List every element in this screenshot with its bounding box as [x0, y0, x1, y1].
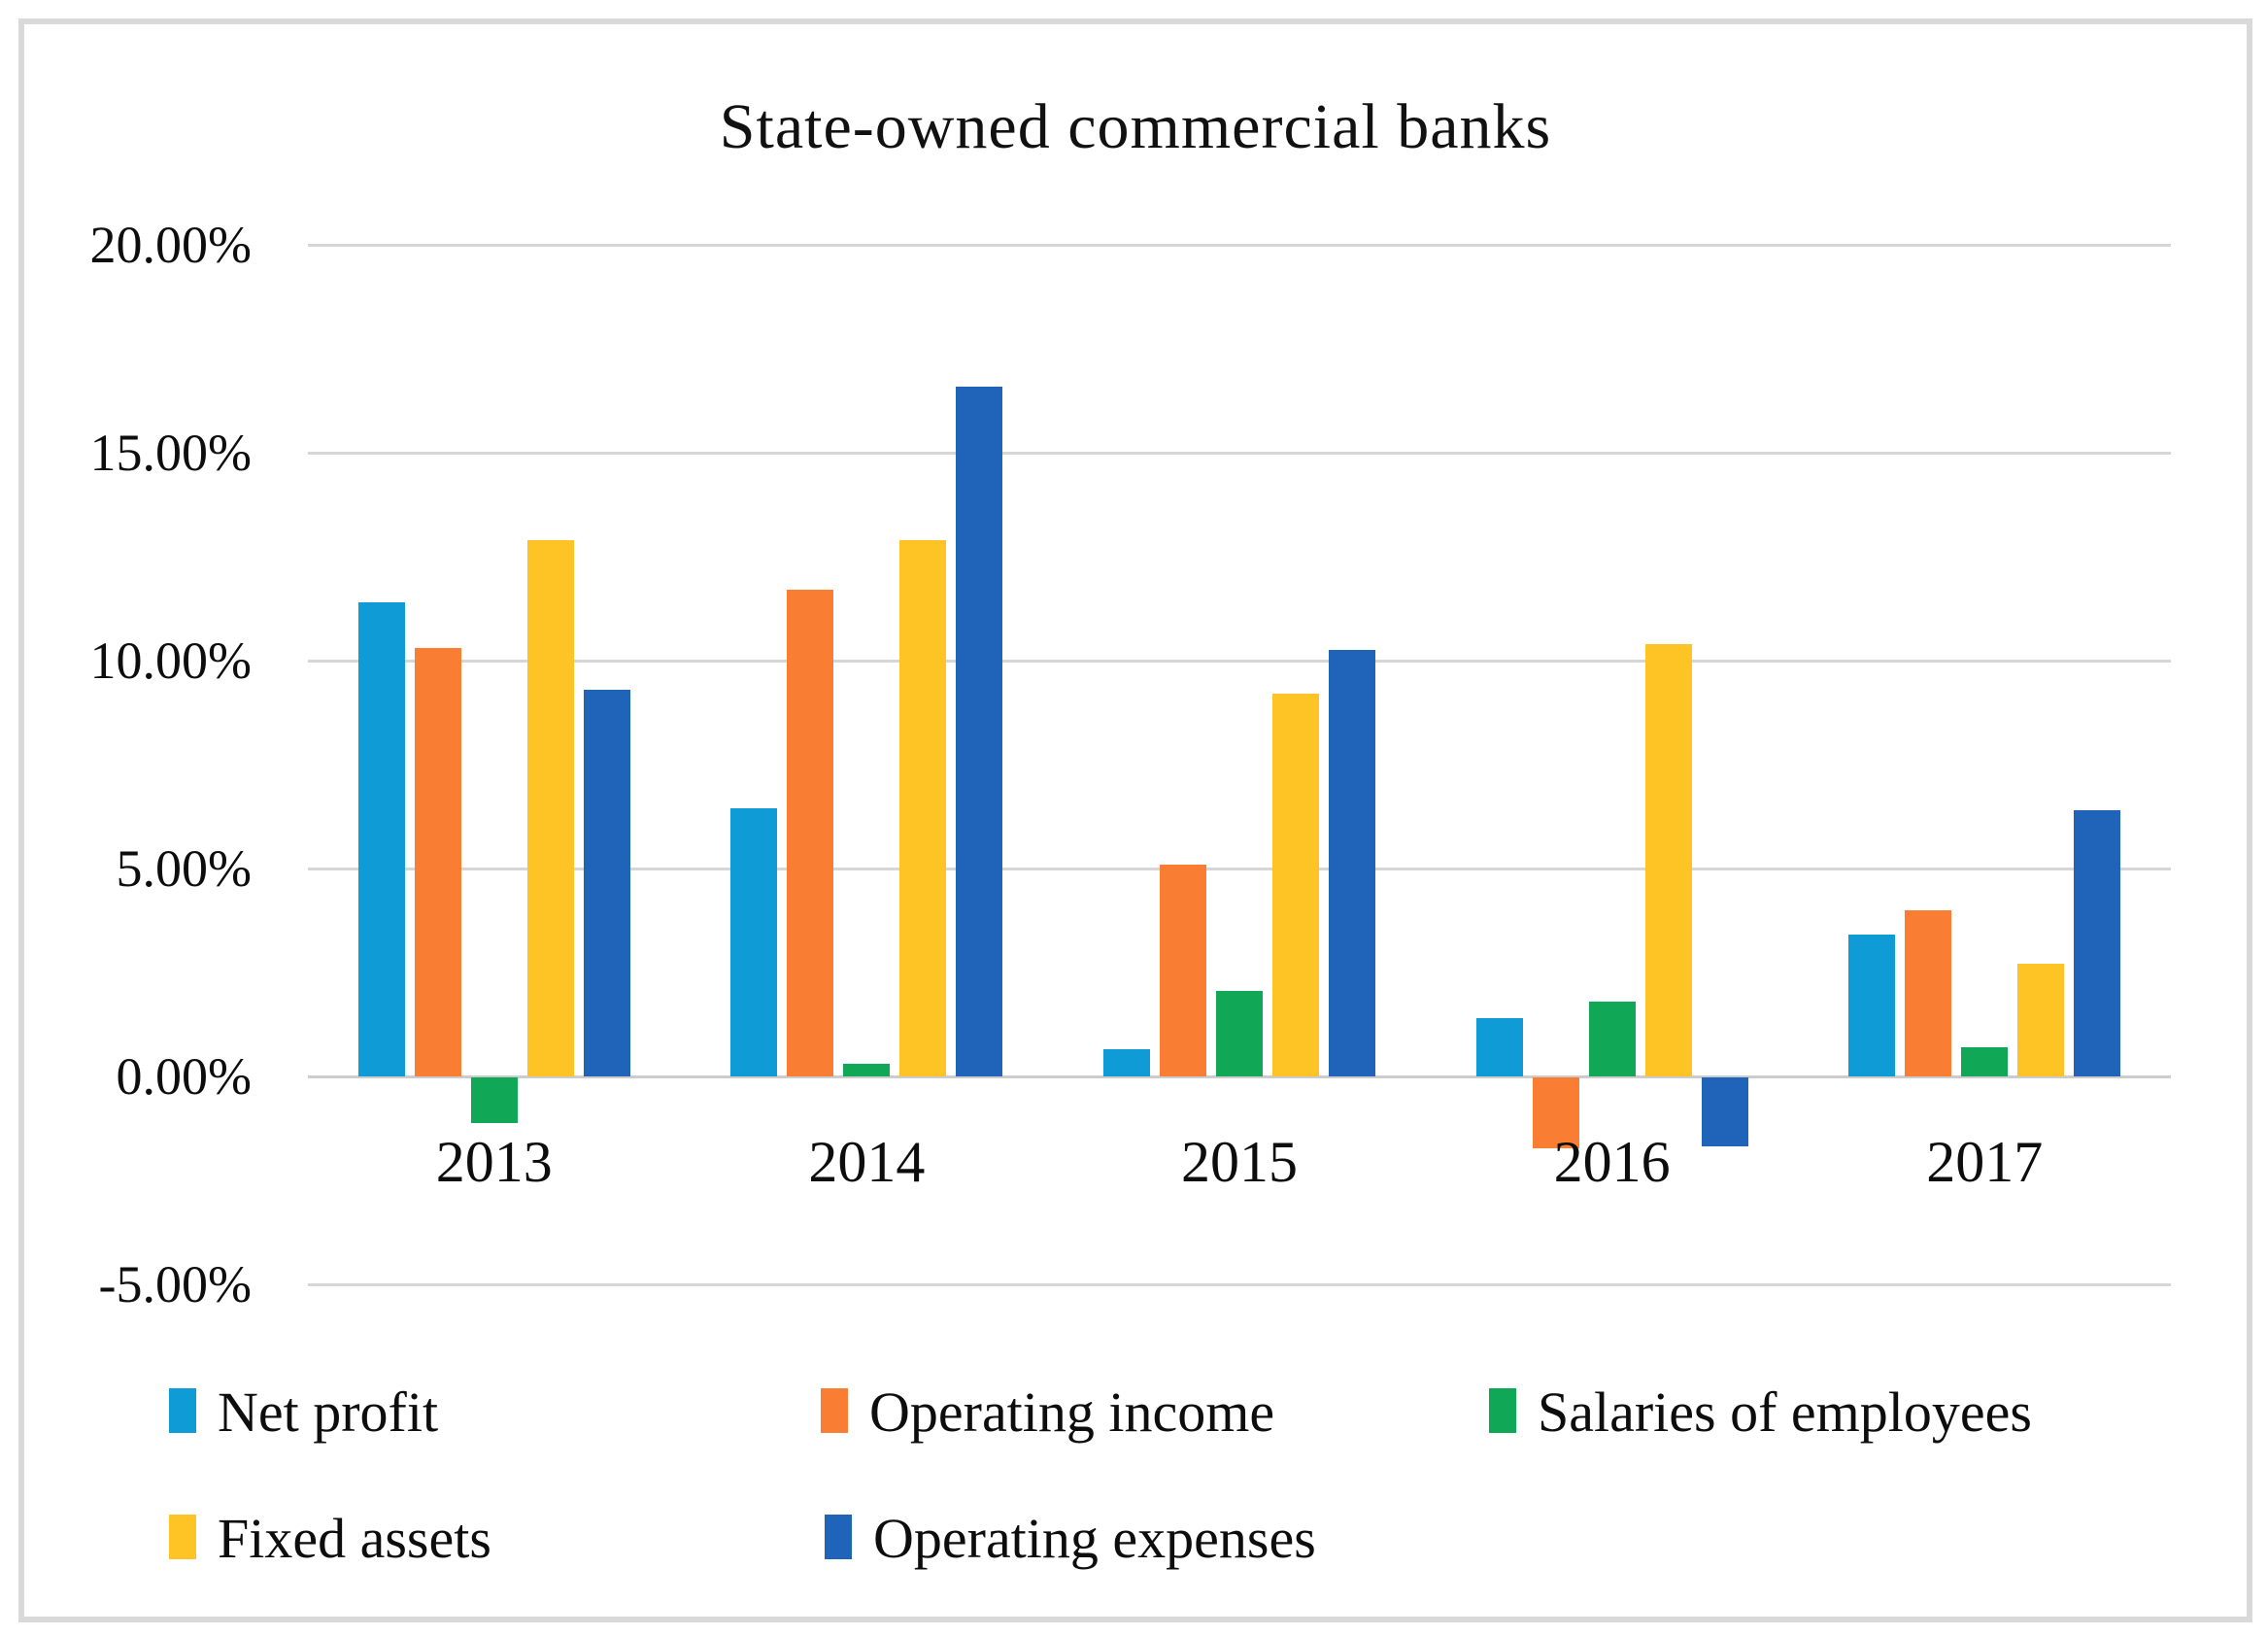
- y-axis-tick-label: 10.00%: [89, 631, 252, 690]
- bar-fixed-assets-2016: [1645, 644, 1692, 1076]
- gridline--5: [308, 1283, 2171, 1286]
- legend-label: Operating income: [869, 1380, 1275, 1444]
- bar-net-profit-2017: [1848, 935, 1895, 1076]
- legend-item-operating-income: Operating income: [821, 1384, 1501, 1443]
- x-axis-label-2014: 2014: [808, 1130, 926, 1194]
- bar-fixed-assets-2015: [1272, 694, 1319, 1076]
- chart-title: State-owned commercial banks: [719, 91, 1552, 162]
- bar-operating-expenses-2017: [2074, 810, 2120, 1076]
- legend-item-salaries-of-employees: Salaries of employees: [1489, 1384, 2169, 1443]
- bar-net-profit-2015: [1103, 1049, 1150, 1076]
- y-axis-tick-label: 0.00%: [116, 1047, 252, 1106]
- y-axis-tick-label: 5.00%: [116, 839, 252, 898]
- legend-swatch-icon: [1489, 1388, 1516, 1433]
- bar-operating-income-2014: [787, 590, 833, 1076]
- bar-salaries-of-employees-2016: [1589, 1002, 1636, 1076]
- bar-fixed-assets-2014: [899, 540, 946, 1076]
- legend-swatch-icon: [169, 1515, 196, 1559]
- legend-item-net-profit: Net profit: [169, 1384, 849, 1443]
- legend-item-operating-expenses: Operating expenses: [825, 1511, 1505, 1569]
- bar-operating-income-2013: [415, 648, 461, 1076]
- bar-operating-expenses-2016: [1702, 1077, 1748, 1146]
- bar-operating-expenses-2013: [584, 690, 630, 1076]
- bar-net-profit-2014: [730, 808, 777, 1076]
- y-axis-tick-label: 15.00%: [89, 424, 252, 482]
- x-axis-label-2016: 2016: [1553, 1130, 1671, 1194]
- gridline-20: [308, 244, 2171, 247]
- legend-swatch-icon: [169, 1388, 196, 1433]
- legend-swatch-icon: [821, 1388, 848, 1433]
- bar-operating-income-2015: [1160, 865, 1206, 1076]
- bar-salaries-of-employees-2015: [1216, 991, 1263, 1076]
- legend-label: Salaries of employees: [1538, 1380, 2032, 1444]
- legend-item-fixed-assets: Fixed assets: [169, 1511, 849, 1569]
- bar-salaries-of-employees-2017: [1961, 1047, 2008, 1076]
- bar-fixed-assets-2013: [527, 540, 574, 1076]
- x-axis-label-2017: 2017: [1926, 1130, 2044, 1194]
- x-axis-line: [308, 1075, 2171, 1078]
- bar-operating-income-2017: [1905, 910, 1951, 1076]
- bar-salaries-of-employees-2014: [843, 1064, 890, 1076]
- bar-operating-expenses-2014: [956, 387, 1002, 1076]
- legend-label: Fixed assets: [218, 1507, 491, 1570]
- x-axis-label-2013: 2013: [435, 1130, 553, 1194]
- chart-frame: State-owned commercial banks 20.00% 15.00…: [18, 18, 2252, 1622]
- bar-operating-income-2016: [1533, 1077, 1579, 1148]
- bar-net-profit-2016: [1476, 1018, 1523, 1076]
- x-axis-label-2015: 2015: [1181, 1130, 1298, 1194]
- legend-label: Net profit: [218, 1380, 439, 1444]
- y-axis-tick-label: -5.00%: [98, 1255, 252, 1313]
- y-axis-tick-label: 20.00%: [89, 216, 252, 274]
- bar-fixed-assets-2017: [2017, 964, 2064, 1076]
- bar-operating-expenses-2015: [1329, 650, 1375, 1076]
- gridline-10: [308, 660, 2171, 663]
- gridline-5: [308, 868, 2171, 870]
- legend-swatch-icon: [825, 1515, 852, 1559]
- bar-net-profit-2013: [358, 602, 405, 1076]
- legend-label: Operating expenses: [873, 1507, 1316, 1570]
- gridline-15: [308, 452, 2171, 455]
- bar-salaries-of-employees-2013: [471, 1077, 518, 1123]
